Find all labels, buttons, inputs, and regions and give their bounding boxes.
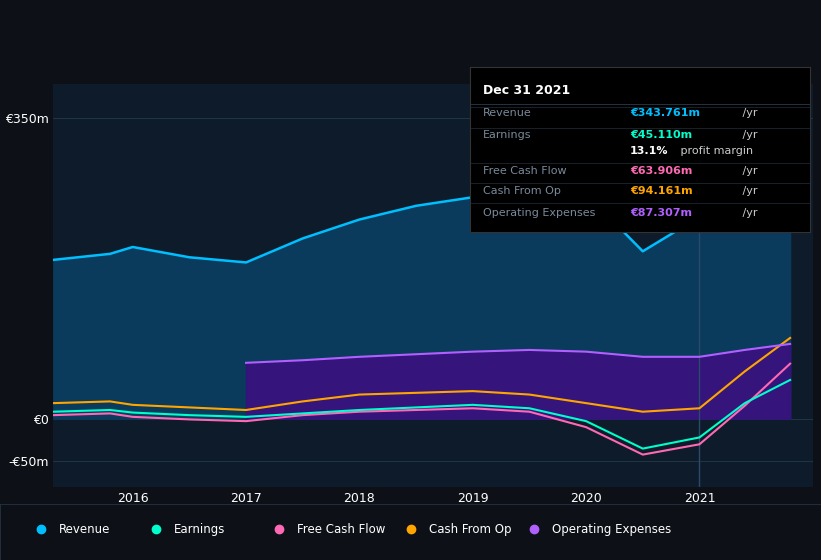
Text: Free Cash Flow: Free Cash Flow [484, 166, 566, 176]
Text: Operating Expenses: Operating Expenses [552, 522, 671, 536]
Text: profit margin: profit margin [677, 147, 754, 156]
Text: €63.906m: €63.906m [630, 166, 692, 176]
Text: Cash From Op: Cash From Op [429, 522, 511, 536]
Text: Revenue: Revenue [484, 109, 532, 119]
Text: 13.1%: 13.1% [630, 147, 668, 156]
Text: Earnings: Earnings [484, 130, 532, 140]
Text: Operating Expenses: Operating Expenses [484, 208, 595, 218]
Text: €343.761m: €343.761m [630, 109, 699, 119]
Text: /yr: /yr [739, 109, 757, 119]
Text: /yr: /yr [739, 208, 757, 218]
Text: €87.307m: €87.307m [630, 208, 692, 218]
Text: Free Cash Flow: Free Cash Flow [297, 522, 386, 536]
Text: €45.110m: €45.110m [630, 130, 692, 140]
Text: /yr: /yr [739, 130, 757, 140]
Text: Revenue: Revenue [59, 522, 111, 536]
Text: Earnings: Earnings [174, 522, 226, 536]
Text: €94.161m: €94.161m [630, 186, 692, 196]
Text: Dec 31 2021: Dec 31 2021 [484, 84, 571, 97]
Text: /yr: /yr [739, 166, 757, 176]
Text: Cash From Op: Cash From Op [484, 186, 561, 196]
Text: /yr: /yr [739, 186, 757, 196]
